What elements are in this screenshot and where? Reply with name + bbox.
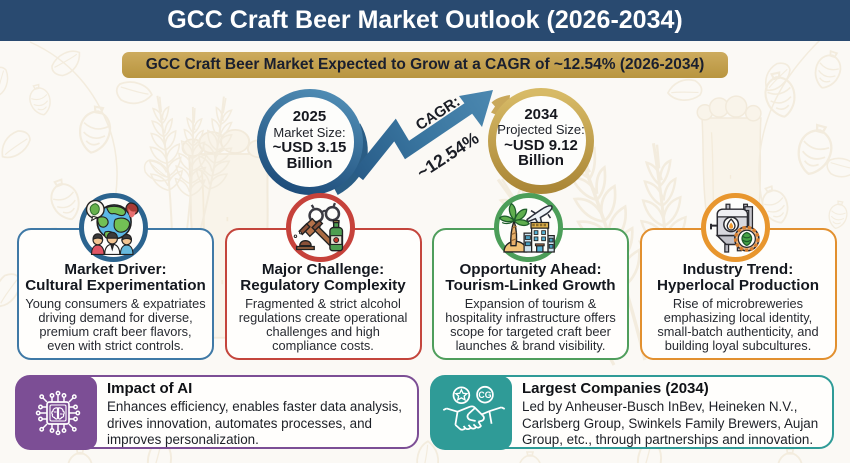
- svg-text:CG: CG: [478, 390, 491, 400]
